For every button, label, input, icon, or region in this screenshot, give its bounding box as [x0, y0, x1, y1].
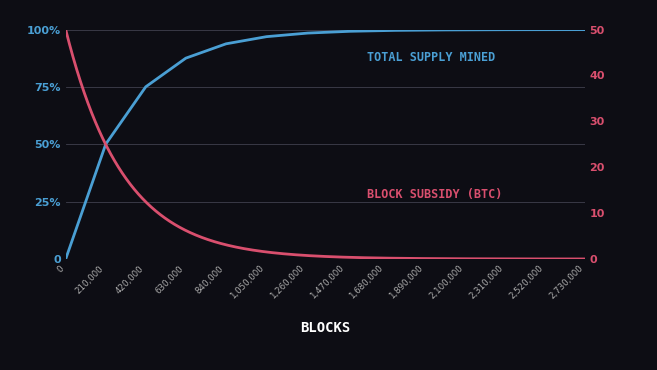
- Text: TOTAL SUPPLY MINED: TOTAL SUPPLY MINED: [367, 51, 495, 64]
- X-axis label: BLOCKS: BLOCKS: [300, 321, 350, 334]
- Text: BLOCK SUBSIDY (BTC): BLOCK SUBSIDY (BTC): [367, 188, 502, 201]
